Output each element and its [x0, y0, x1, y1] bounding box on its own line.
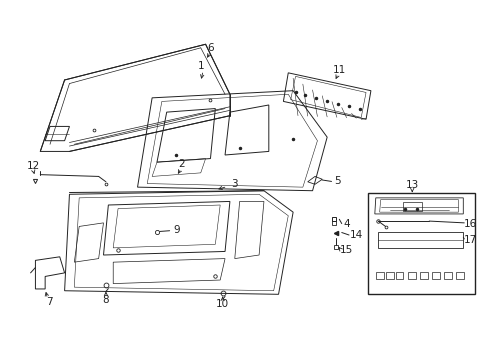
Bar: [385, 272, 393, 279]
Text: 17: 17: [463, 235, 476, 245]
Text: 10: 10: [216, 299, 229, 309]
Bar: [456, 272, 463, 279]
Text: 15: 15: [339, 246, 352, 255]
Bar: [402, 202, 421, 211]
Bar: [444, 272, 451, 279]
Text: 9: 9: [173, 225, 180, 235]
Text: 11: 11: [332, 65, 345, 75]
Bar: [368, 193, 474, 294]
Text: 13: 13: [405, 180, 418, 190]
Text: 12: 12: [26, 161, 40, 171]
Bar: [407, 272, 415, 279]
Text: 2: 2: [178, 159, 184, 169]
Bar: [419, 272, 427, 279]
Text: 14: 14: [349, 230, 362, 240]
Bar: [431, 272, 439, 279]
Bar: [375, 272, 383, 279]
Text: 7: 7: [46, 297, 52, 307]
Text: 5: 5: [334, 176, 341, 186]
Text: 4: 4: [343, 219, 349, 229]
Text: 3: 3: [231, 179, 238, 189]
Text: 16: 16: [463, 219, 476, 229]
Text: 6: 6: [207, 43, 213, 53]
Text: 8: 8: [102, 296, 109, 305]
Bar: [395, 272, 403, 279]
Text: 1: 1: [197, 61, 203, 71]
